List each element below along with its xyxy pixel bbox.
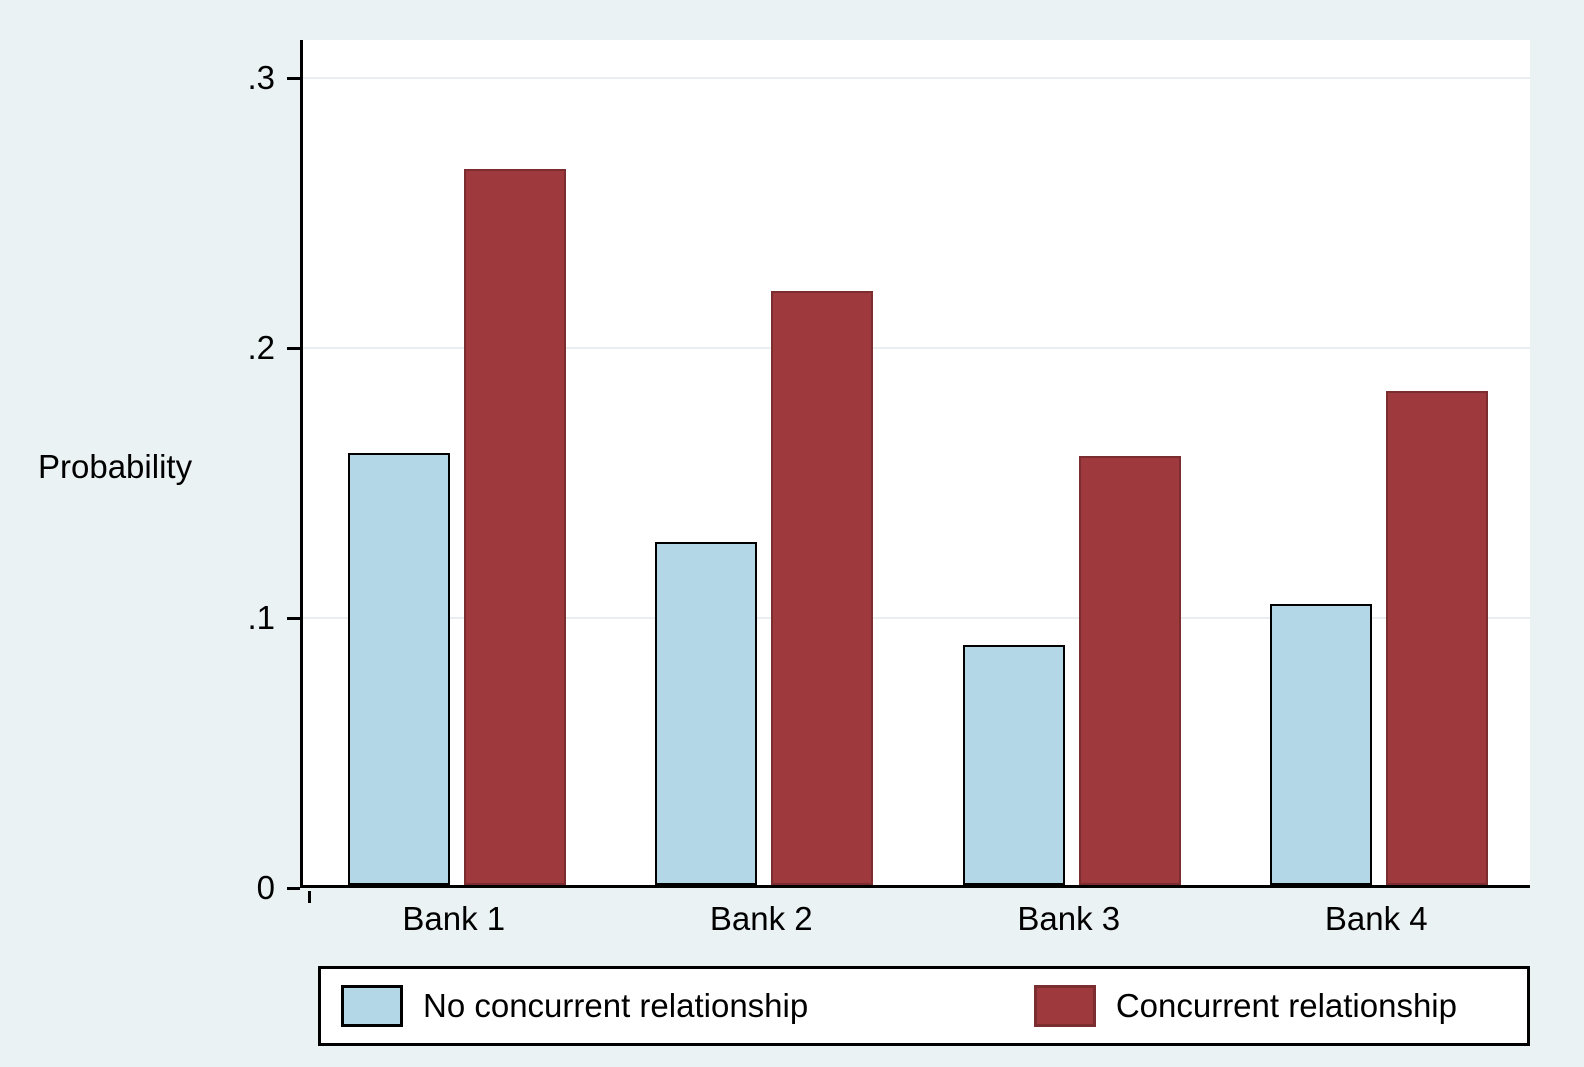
plot-area: [300, 40, 1530, 888]
bar-no-concurrent-bank-2: [655, 542, 758, 885]
legend-swatch-no-concurrent: [341, 985, 403, 1027]
bar-no-concurrent-bank-4: [1270, 604, 1373, 885]
bar-no-concurrent-bank-3: [962, 644, 1065, 885]
bar-concurrent-bank-3: [1078, 455, 1181, 885]
bar-no-concurrent-bank-1: [347, 452, 450, 885]
y-axis-tick-label: .2: [247, 328, 275, 366]
x-axis-category-label: Bank 4: [1324, 900, 1428, 937]
x-axis-origin-tick: [308, 891, 311, 903]
y-axis-tick-label: .3: [247, 58, 275, 96]
legend-item-no-concurrent: No concurrent relationship: [341, 985, 808, 1027]
y-gridline: [303, 76, 1530, 79]
x-axis-category-label: Bank 3: [1017, 900, 1121, 937]
y-gridline: [303, 346, 1530, 349]
legend-label: Concurrent relationship: [1115, 987, 1457, 1024]
legend-item-concurrent: Concurrent relationship: [1033, 985, 1457, 1027]
legend: No concurrent relationship Concurrent rel…: [318, 966, 1530, 1046]
x-axis-category-label: Bank 1: [402, 900, 506, 937]
y-axis-tick: [287, 346, 300, 350]
y-axis-tick: [287, 887, 300, 890]
y-axis-tick: [287, 76, 300, 80]
legend-swatch-concurrent: [1033, 985, 1096, 1027]
x-axis-category-label: Bank 2: [709, 900, 813, 937]
bar-concurrent-bank-2: [771, 290, 874, 885]
y-axis-tick-label: 0: [256, 869, 275, 906]
y-axis-title: Probability: [38, 448, 193, 485]
legend-label: No concurrent relationship: [423, 987, 809, 1024]
y-axis-tick-label: .1: [247, 598, 275, 636]
bar-concurrent-bank-1: [463, 169, 566, 885]
y-gridline: [303, 616, 1530, 619]
bar-concurrent-bank-4: [1386, 390, 1489, 885]
y-axis-tick: [287, 616, 300, 620]
